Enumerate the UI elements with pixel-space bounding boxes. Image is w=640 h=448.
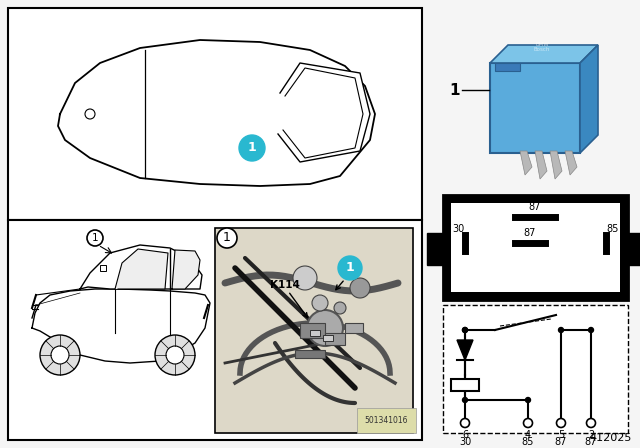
Text: K114: K114 [270,280,300,290]
Polygon shape [535,151,547,179]
Circle shape [312,295,328,311]
Bar [215,228,413,433]
Bar [451,203,620,292]
Polygon shape [490,45,598,63]
Circle shape [524,418,532,427]
Circle shape [239,135,265,161]
Circle shape [85,109,95,119]
Text: 501341016: 501341016 [365,416,408,425]
Bar [443,195,628,300]
Text: 4: 4 [525,430,531,440]
Polygon shape [550,151,562,179]
Circle shape [51,346,69,364]
Circle shape [463,397,467,402]
Circle shape [463,327,467,332]
Text: 2: 2 [588,430,594,440]
Text: 30: 30 [452,224,464,234]
Circle shape [557,418,566,427]
Polygon shape [580,45,598,153]
Bar [8,8,422,220]
Text: 87: 87 [524,228,536,238]
Circle shape [586,418,595,427]
Bar [323,335,333,341]
Circle shape [589,327,593,332]
Polygon shape [172,250,200,289]
Text: 412025: 412025 [589,433,632,443]
Polygon shape [278,63,370,162]
Text: 1: 1 [223,231,231,244]
Polygon shape [520,151,532,175]
Bar [427,233,447,265]
Bar [216,229,412,432]
Polygon shape [457,340,473,360]
Circle shape [307,310,343,346]
Polygon shape [32,289,210,363]
Text: 1: 1 [248,141,257,154]
Bar [325,333,345,345]
Bar [451,379,479,391]
Circle shape [463,327,467,332]
Text: 1: 1 [92,233,99,243]
Circle shape [461,418,470,427]
Text: 1: 1 [346,261,355,274]
Text: 6: 6 [462,430,468,440]
Bar [310,330,320,336]
Circle shape [525,397,531,402]
Text: 85: 85 [522,437,534,447]
Circle shape [350,278,370,298]
Polygon shape [80,245,202,289]
Bar [443,305,628,433]
Text: 30: 30 [459,437,471,447]
Bar [624,233,640,265]
Bar [295,350,325,358]
Text: 5: 5 [558,430,564,440]
Bar [8,220,422,440]
Bar [300,323,325,338]
Circle shape [293,266,317,290]
Circle shape [40,335,80,375]
Text: 87: 87 [529,202,541,212]
Polygon shape [115,249,168,289]
Text: 1: 1 [450,82,460,98]
Circle shape [155,335,195,375]
Polygon shape [565,151,577,175]
Polygon shape [58,40,375,186]
Circle shape [338,256,362,280]
Circle shape [166,346,184,364]
Polygon shape [100,265,106,271]
Circle shape [217,228,237,248]
Text: 87: 87 [555,437,567,447]
Polygon shape [495,63,520,71]
Circle shape [87,230,103,246]
Circle shape [334,302,346,314]
Bar [345,323,363,333]
Circle shape [559,327,563,332]
Text: BMW
Bosch: BMW Bosch [534,42,550,52]
Text: 87: 87 [585,437,597,447]
Polygon shape [490,63,580,153]
Text: 85: 85 [607,224,619,234]
